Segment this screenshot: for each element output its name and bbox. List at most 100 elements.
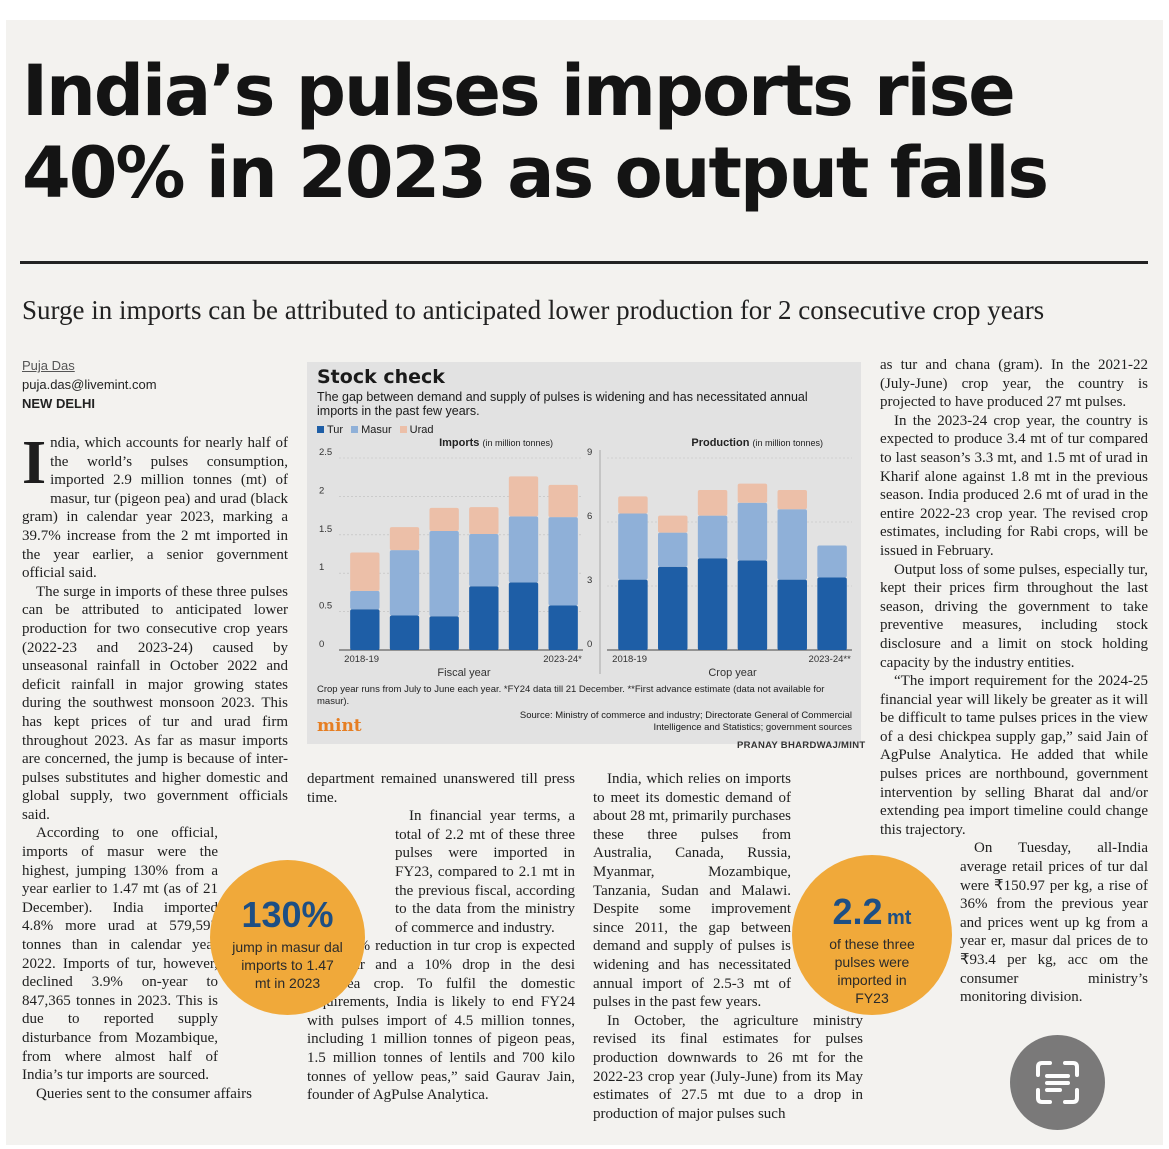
bar-segment-tur [697, 558, 728, 650]
stat-value: 130% [241, 894, 334, 935]
bar-segment-masur [658, 532, 688, 567]
paragraph: “A 15% reduction in tur crop is expected… [307, 938, 575, 1104]
stat-circle-130-percent: 130% jump in masur dal imports to 1.47 m… [210, 860, 365, 1015]
y-tick-label: 0 [319, 639, 324, 650]
stat-caption: of these three pulses were imported in F… [829, 936, 915, 1006]
bar-segment-tur [469, 586, 499, 650]
stat-value: 2.2 [832, 891, 883, 932]
headline-rule [20, 261, 1148, 264]
y-tick-label: 2.5 [319, 447, 332, 458]
bar-segment-tur [777, 579, 807, 650]
bar-segment-masur [777, 509, 807, 580]
bar-segment-tur [548, 605, 578, 650]
bar-segment-urad [389, 527, 420, 551]
y-tick-label: 1 [319, 562, 324, 573]
bar-segment-urad [548, 484, 578, 518]
graphic-credit: PRANAY BHARDWAJ/MINT [737, 740, 866, 751]
paragraph: Queries sent to the consumer affairs [36, 1085, 252, 1102]
text-scan-icon [1036, 1061, 1079, 1104]
paragraph: According to one official, imports of ma… [22, 825, 218, 1084]
bar-segment-tur [737, 560, 768, 650]
bar-segment-urad [618, 496, 648, 514]
chart-footnote: Crop year runs from July to June each ye… [317, 684, 825, 707]
x-tick-label: 2018-19 [612, 654, 647, 665]
bar-segment-masur [389, 550, 420, 616]
paragraph: In October, the agriculture ministry rev… [593, 1012, 863, 1122]
paragraph: as tur and chana (gram). In the 2021-22 … [880, 357, 1148, 411]
bar-segment-urad [658, 515, 688, 533]
bar-segment-tur [658, 566, 688, 650]
byline: Puja Das puja.das@livemint.com NEW DELHI [22, 356, 157, 413]
bar-segment-urad [697, 490, 728, 516]
bar-segment-masur [697, 515, 728, 559]
legend-item-masur: Masur [351, 424, 392, 436]
paragraph: Output loss of some pulses, especially t… [880, 561, 1148, 671]
author-name: Puja Das [22, 358, 75, 373]
bar-segment-masur [737, 502, 768, 561]
bar-segment-urad [429, 507, 459, 531]
paragraph: India, which relies on imports to meet i… [593, 771, 791, 1011]
x-tick-label: 2023-24** [809, 654, 852, 665]
chart-box-subtitle: The gap between demand and supply of pul… [317, 390, 808, 418]
author-email[interactable]: puja.das@livemint.com [22, 377, 157, 392]
paragraph: In the 2023-24 crop year, the country is… [880, 412, 1148, 559]
drop-cap: I [22, 429, 47, 497]
paragraph: In financial year terms, a total of 2.2 … [395, 808, 575, 936]
y-tick-label: 2 [319, 485, 324, 496]
chart-box-title: Stock check [317, 366, 445, 388]
stat-value-wrap: 2.2 mt [792, 891, 952, 933]
stock-check-chart: Stock check The gap between demand and s… [307, 362, 861, 744]
bar-segment-masur [508, 516, 539, 583]
bar-segment-urad [469, 507, 499, 535]
legend-item-urad: Urad [399, 424, 434, 436]
bar-segment-urad [350, 552, 380, 591]
y-tick-label: 3 [587, 575, 592, 586]
panel-title-unit: (in million tonnes) [752, 438, 823, 448]
bar-segment-tur [429, 616, 459, 650]
bar-segment-masur [469, 534, 499, 587]
bar-segment-tur [618, 579, 648, 650]
bar-segment-urad [508, 476, 539, 517]
bar-segment-masur [618, 513, 648, 580]
column-2: department remained unanswered till pres… [307, 770, 575, 1105]
y-tick-label: 0 [587, 639, 592, 650]
y-tick-label: 9 [587, 447, 592, 458]
bar-segment-urad [777, 490, 807, 510]
paragraph: On Tuesday, all-India average retail pri… [960, 840, 1148, 1006]
column-3: India, which relies on imports to meet i… [593, 770, 863, 1123]
paragraph-text: ndia, which accounts for nearly half of … [22, 435, 288, 582]
column-4: as tur and chana (gram). In the 2021-22 … [880, 356, 1148, 1007]
text-scan-button[interactable] [1010, 1035, 1105, 1130]
bar-segment-tur [389, 615, 420, 650]
stat-unit: mt [887, 907, 912, 929]
chart-legend: Tur Masur Urad [317, 424, 434, 436]
x-tick-label: 2023-24* [543, 654, 582, 665]
chart-source: Source: Ministry of commerce and industr… [519, 710, 852, 733]
bar-segment-masur [429, 530, 459, 617]
stat-circle-2-2-mt: 2.2 mt of these three pulses were import… [792, 855, 952, 1015]
y-tick-label: 0.5 [319, 601, 332, 612]
panel-title: Imports (in million tonnes) [439, 437, 553, 449]
legend-item-tur: Tur [317, 424, 343, 436]
paragraph: department remained unanswered till pres… [307, 771, 575, 806]
bar-segment-tur [350, 609, 380, 650]
x-axis-label: Fiscal year [437, 667, 491, 679]
bar-segment-masur [548, 517, 578, 606]
headline: India’s pulses imports rise 40% in 2023 … [22, 50, 1152, 214]
dek: Surge in imports can be attributed to an… [22, 295, 1045, 325]
bar-segment-masur [817, 545, 847, 578]
paragraph: The surge in imports of these three puls… [22, 583, 288, 823]
headline-line-2: 40% in 2023 as output falls [22, 132, 1049, 214]
bar-segment-masur [350, 590, 380, 610]
y-tick-label: 6 [587, 511, 592, 522]
stat-caption: jump in masur dal imports to 1.47 mt in … [232, 939, 343, 991]
dateline: NEW DELHI [22, 396, 95, 411]
bar-segment-urad [737, 483, 768, 503]
panel-title: Production (in million tonnes) [691, 437, 823, 449]
x-axis-label: Crop year [708, 667, 757, 679]
charts-svg: Imports (in million tonnes) 0 0.5 1 1.5 2 2.5 2… [319, 437, 852, 679]
mint-logo: mint [317, 716, 362, 736]
x-tick-label: 2018-19 [344, 654, 379, 665]
